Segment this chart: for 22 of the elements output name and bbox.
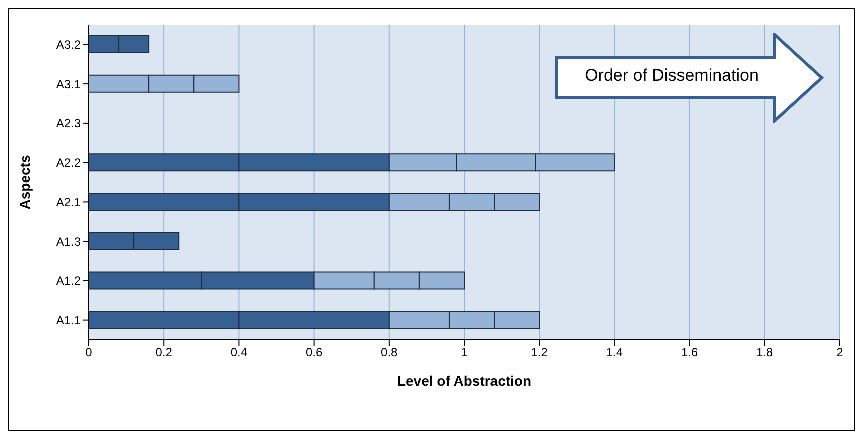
x-tick-label: 0: [86, 346, 93, 360]
x-tick-label: 1.6: [681, 346, 698, 360]
y-axis-title: Aspects: [16, 155, 33, 210]
x-tick-label: 1.4: [606, 346, 624, 360]
x-tick-label: 0.6: [306, 346, 323, 360]
y-tick-label: A2.1: [56, 195, 82, 210]
x-axis-title: Level of Abstraction: [397, 373, 532, 389]
y-tick-label: A3.1: [56, 77, 82, 92]
x-tick-label: 1.8: [756, 346, 774, 360]
x-tick-label: 1: [461, 346, 468, 360]
y-tick-label: A1.1: [56, 314, 82, 328]
y-tick-label: A2.3: [56, 116, 82, 131]
y-tick-label: A1.3: [56, 234, 82, 249]
x-tick-label: 2: [836, 346, 844, 360]
x-tick-label: 0.4: [230, 346, 248, 360]
annotation: Order of Dissemination: [584, 66, 760, 86]
x-tick-label: 0.2: [156, 346, 173, 360]
y-tick-label: A1.2: [56, 274, 82, 288]
y-tick-label: A2.2: [56, 156, 82, 170]
x-tick-label: 1.2: [531, 346, 548, 360]
x-tick-label: 0.8: [381, 346, 398, 360]
y-tick-label: A3.2: [56, 38, 82, 52]
